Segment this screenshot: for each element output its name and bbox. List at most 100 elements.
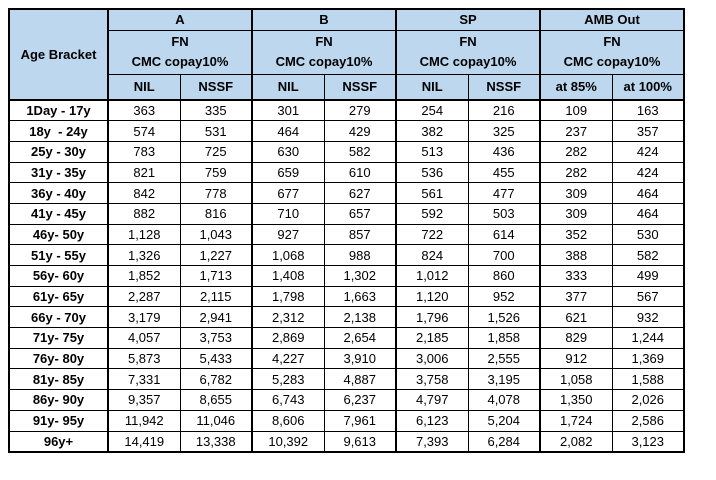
- rate-cell: 1,663: [323, 285, 397, 308]
- premium-rate-table: Age Bracket A B SP AMB Out FN CMC copay10% FN…: [8, 8, 685, 453]
- rate-cell: 677: [251, 182, 325, 204]
- rate-cell: 357: [611, 120, 685, 142]
- rate-cell: 382: [395, 120, 469, 142]
- rate-cell: 503: [467, 202, 541, 225]
- rate-cell: 4,797: [395, 389, 469, 411]
- column-header-sp-nssf: NSSF: [467, 73, 541, 101]
- rate-cell: 8,655: [179, 389, 253, 411]
- age-bracket-cell: 31y - 35y: [8, 161, 109, 184]
- age-bracket-cell: 36y - 40y: [8, 182, 109, 204]
- rate-cell: 4,227: [251, 347, 325, 370]
- table-row: 76y- 80y 5,873 5,433 4,227 3,910 3,006 2,555 91…: [8, 347, 685, 370]
- rate-cell: 1,408: [251, 265, 325, 287]
- rate-cell: 614: [467, 223, 541, 246]
- sheet-area: Age Bracket A B SP AMB Out FN CMC copay10% FN…: [8, 8, 685, 453]
- rate-cell: 2,115: [179, 285, 253, 308]
- rate-cell: 2,941: [179, 306, 253, 329]
- rate-cell: 2,026: [611, 389, 685, 411]
- table-body: 1Day - 17y 363 335 301 279 254 216 109 163 18y - …: [8, 99, 685, 453]
- rate-cell: 279: [323, 99, 397, 122]
- rate-cell: 325: [467, 120, 541, 142]
- rate-cell: 3,179: [107, 306, 181, 329]
- rate-cell: 574: [107, 120, 181, 142]
- rate-cell: 464: [611, 182, 685, 204]
- group-header-row: Age Bracket A B SP AMB Out: [8, 8, 685, 101]
- rate-cell: 621: [539, 306, 613, 329]
- table-row: 81y- 85y 7,331 6,782 5,283 4,887 3,758 3,195 1,…: [8, 368, 685, 391]
- rate-cell: 829: [539, 327, 613, 349]
- rate-cell: 582: [611, 244, 685, 266]
- age-bracket-cell: 76y- 80y: [8, 347, 109, 370]
- table-row: 56y- 60y 1,852 1,713 1,408 1,302 1,012 860 333 4…: [8, 265, 685, 287]
- rate-cell: 10,392: [251, 430, 325, 453]
- rate-cell: 14,419: [107, 430, 181, 453]
- rate-cell: 857: [323, 223, 397, 246]
- rate-cell: 7,393: [395, 430, 469, 453]
- table-row: 91y- 95y 11,942 11,046 8,606 7,961 6,123 5,204…: [8, 409, 685, 432]
- plan-line-2: CMC copay10%: [563, 54, 661, 69]
- rate-cell: 424: [611, 140, 685, 163]
- rate-cell: 1,796: [395, 306, 469, 329]
- rate-cell: 5,283: [251, 368, 325, 391]
- rate-cell: 2,185: [395, 327, 469, 349]
- rate-cell: 282: [539, 140, 613, 163]
- table-row: 46y- 50y 1,128 1,043 927 857 722 614 352 530: [8, 223, 685, 246]
- rate-cell: 254: [395, 99, 469, 122]
- rate-cell: 237: [539, 120, 613, 142]
- rate-cell: 2,555: [467, 347, 541, 370]
- plan-header-row: FN CMC copay10% FN CMC copay10% FN CMC copay1…: [9, 29, 685, 75]
- rate-cell: 216: [467, 99, 541, 122]
- rate-cell: 109: [539, 99, 613, 122]
- rate-cell: 1,713: [179, 265, 253, 287]
- table-row: 51y - 55y 1,326 1,227 1,068 988 824 700 388 582: [8, 244, 685, 266]
- rate-cell: 7,961: [323, 409, 397, 432]
- rate-cell: 2,287: [107, 285, 181, 308]
- plan-line-2: CMC copay10%: [419, 54, 517, 69]
- age-bracket-header: Age Bracket: [8, 8, 109, 101]
- rate-cell: 1,058: [539, 368, 613, 391]
- rate-cell: 824: [395, 244, 469, 266]
- rate-cell: 759: [179, 161, 253, 184]
- rate-cell: 309: [539, 202, 613, 225]
- rate-cell: 710: [251, 202, 325, 225]
- rate-cell: 531: [179, 120, 253, 142]
- rate-cell: 163: [611, 99, 685, 122]
- rate-cell: 11,046: [179, 409, 253, 432]
- column-header-amb-out-at-100: at 100%: [611, 73, 685, 101]
- plan-header-amb-out: FN CMC copay10%: [539, 29, 685, 75]
- rate-cell: 1,012: [395, 265, 469, 287]
- rate-cell: 657: [323, 202, 397, 225]
- rate-cell: 1,128: [107, 223, 181, 246]
- rate-cell: 659: [251, 161, 325, 184]
- age-bracket-cell: 71y- 75y: [8, 327, 109, 349]
- rate-cell: 927: [251, 223, 325, 246]
- rate-cell: 309: [539, 182, 613, 204]
- column-header-b-nssf: NSSF: [323, 73, 397, 101]
- age-bracket-cell: 25y - 30y: [8, 140, 109, 163]
- rate-cell: 630: [251, 140, 325, 163]
- plan-line-2: CMC copay10%: [131, 54, 229, 69]
- rate-cell: 932: [611, 306, 685, 329]
- rate-cell: 1,350: [539, 389, 613, 411]
- rate-cell: 952: [467, 285, 541, 308]
- rate-cell: 5,873: [107, 347, 181, 370]
- rate-cell: 783: [107, 140, 181, 163]
- rate-cell: 363: [107, 99, 181, 122]
- table-row: 31y - 35y 821 759 659 610 536 455 282 424: [8, 161, 685, 184]
- column-header-row: NIL NSSF NIL NSSF NIL NSSF at 85% at 100%: [9, 73, 685, 101]
- rate-cell: 1,244: [611, 327, 685, 349]
- rate-cell: 11,942: [107, 409, 181, 432]
- rate-cell: 567: [611, 285, 685, 308]
- rate-cell: 1,588: [611, 368, 685, 391]
- rate-cell: 530: [611, 223, 685, 246]
- plan-line-2: CMC copay10%: [275, 54, 373, 69]
- rate-cell: 1,043: [179, 223, 253, 246]
- rate-cell: 912: [539, 347, 613, 370]
- rate-cell: 1,369: [611, 347, 685, 370]
- rate-cell: 333: [539, 265, 613, 287]
- table-header: Age Bracket A B SP AMB Out FN CMC copay10% FN…: [8, 8, 685, 101]
- table-row: 25y - 30y 783 725 630 582 513 436 282 424: [8, 140, 685, 163]
- column-header-b-nil: NIL: [251, 73, 325, 101]
- rate-cell: 725: [179, 140, 253, 163]
- rate-cell: 6,782: [179, 368, 253, 391]
